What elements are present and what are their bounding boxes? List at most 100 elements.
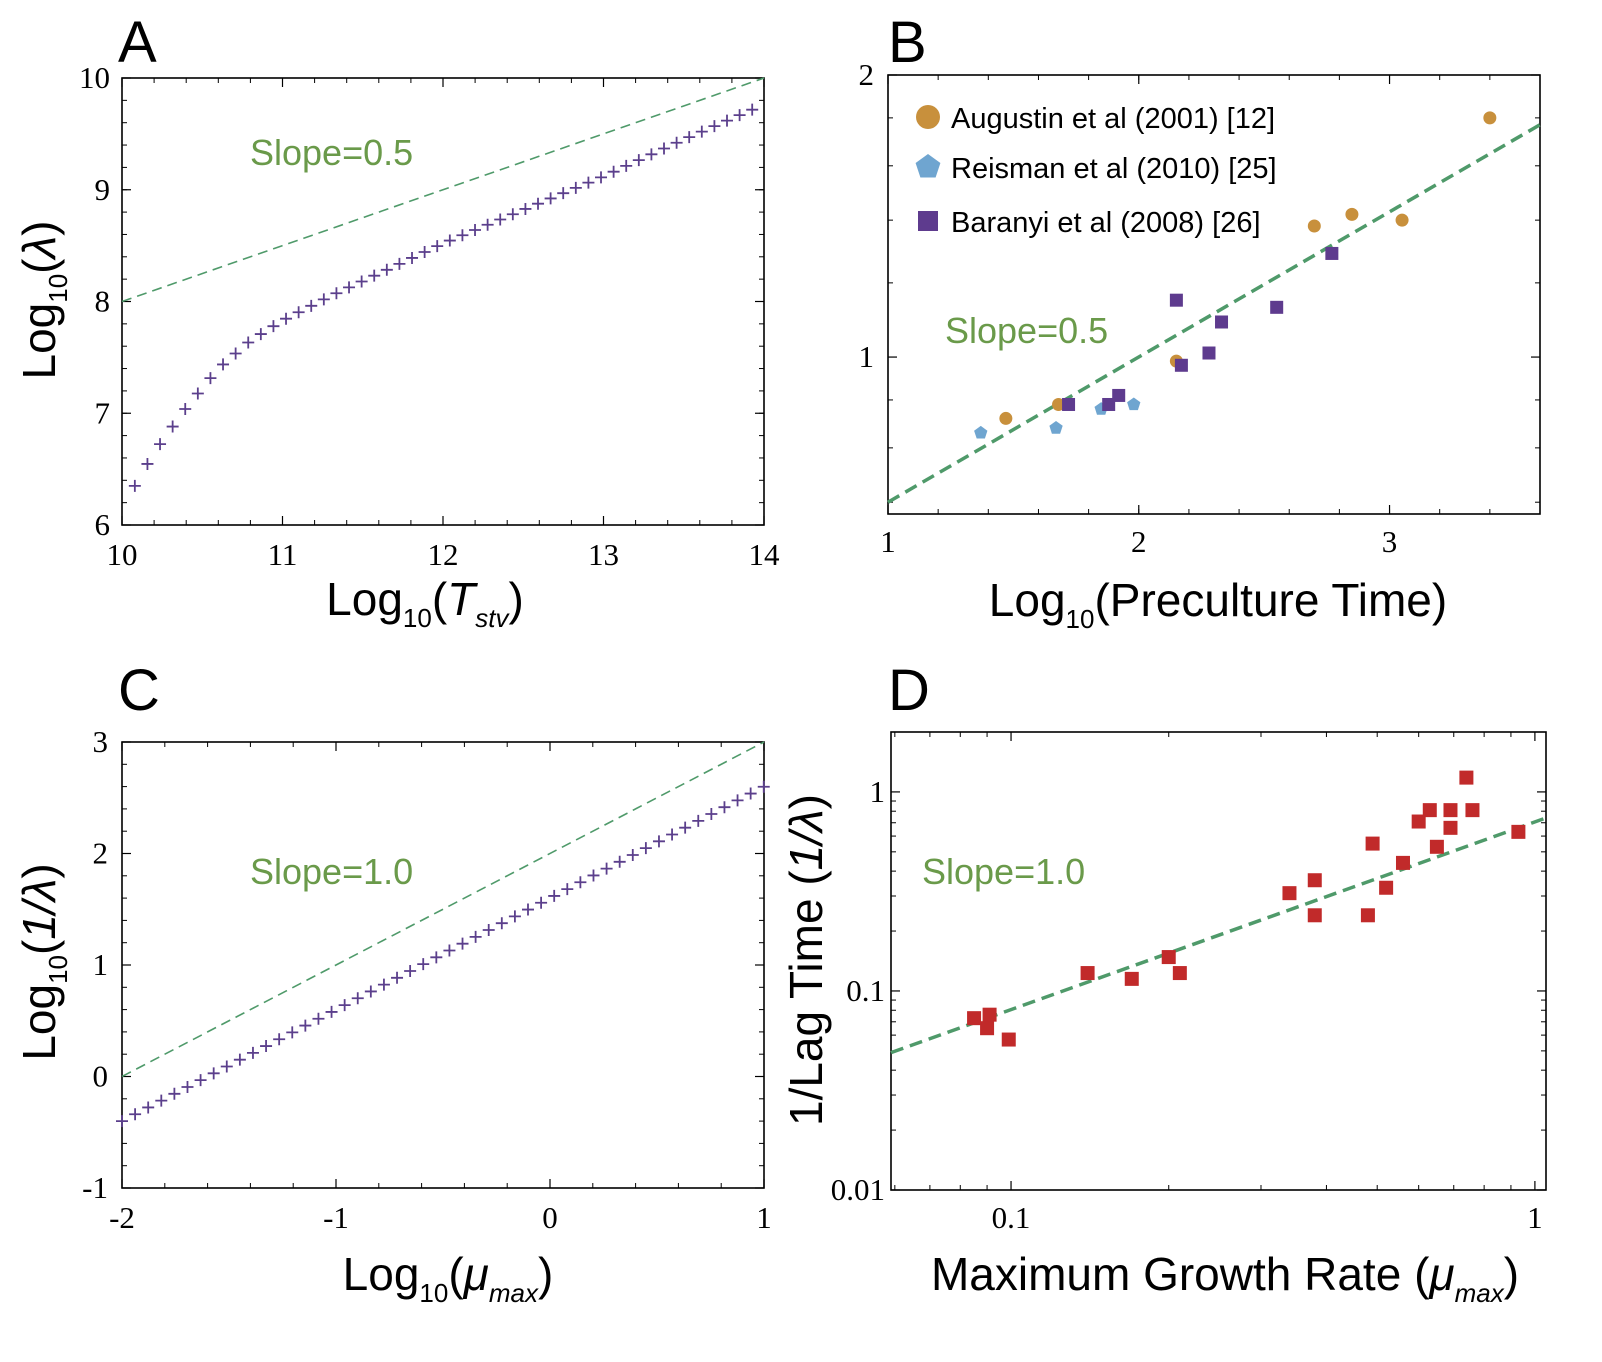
panel-a-model-point	[380, 263, 393, 276]
panel-b-x-label-subscript: 10	[1066, 604, 1095, 634]
panel-d-slope-label: Slope=1.0	[922, 851, 1085, 892]
panel-c-model-point	[522, 903, 535, 916]
panel-a-x-tick-label: 10	[107, 537, 138, 572]
panel-a-model-point	[607, 165, 620, 178]
panel-c-model-point	[652, 835, 665, 848]
panel-a-model-point	[620, 159, 633, 172]
panel-a-x-tick-label: 11	[268, 537, 298, 572]
panel-c-model-point	[312, 1012, 325, 1025]
panel-a-model-point	[746, 103, 759, 116]
panel-d-data-point	[1161, 950, 1176, 965]
panel-a-model-point	[582, 176, 595, 189]
panel-b-letter: B	[888, 10, 927, 75]
panel-c-model-point	[469, 930, 482, 943]
panel-a: A 10 11 12 13 14678910Slope=0.5Log10(Tstv)Lo…	[13, 10, 780, 633]
panel-c-x-label-var-sub: max	[489, 1278, 539, 1308]
panel-c-model-point	[679, 821, 692, 834]
panel-c-reference-line	[121, 741, 765, 1078]
panel-c-model-point	[626, 848, 639, 861]
panel-c-model-point	[718, 801, 731, 814]
panel-d-data-point	[1443, 803, 1458, 818]
panel-c-model-point	[404, 964, 417, 977]
panel-c-model-point	[417, 958, 430, 971]
panel-c-model-point	[430, 951, 443, 964]
panel-c-model-point	[757, 780, 770, 793]
panel-b-baranyi-point	[1174, 358, 1188, 372]
panel-a-x-label-text: Log	[326, 573, 403, 625]
panel-c-model-point	[574, 876, 587, 889]
panel-a-model-point	[481, 218, 494, 231]
panel-d-x-label: Maximum Growth Rate (μmax)	[931, 1248, 1519, 1308]
panel-c-model-point	[587, 869, 600, 882]
panel-a-reference-line	[121, 77, 765, 303]
legend-label-circle: Augustin et al (2001) [12]	[951, 103, 1275, 135]
panel-d-data-point	[1465, 803, 1480, 818]
panel-c-model-point	[561, 883, 574, 896]
panel-c-model-point	[273, 1033, 286, 1046]
panel-c-x-label-subscript: 10	[419, 1278, 448, 1308]
panel-c-model-point	[246, 1046, 259, 1059]
panel-a-x-label-open: (	[432, 573, 448, 625]
panel-b-augustin-point	[1483, 111, 1497, 125]
panel-b-y-tick-label: 1	[859, 339, 875, 374]
panel-d-data-point	[1459, 770, 1474, 785]
panel-b-baranyi-point	[1215, 315, 1229, 329]
panel-c-slope-label: Slope=1.0	[250, 851, 413, 892]
panel-a-model-point	[670, 136, 683, 149]
panel-d-data-point	[1307, 873, 1322, 888]
panel-c-letter: C	[118, 658, 160, 723]
panel-d-data-point	[1443, 820, 1458, 835]
panel-a-model-point	[204, 372, 217, 385]
panel-d-data-point	[967, 1011, 982, 1026]
panel-a-model-point	[393, 257, 406, 270]
panel-a-model-point	[632, 154, 645, 167]
panel-d-fit-line	[890, 816, 1547, 1055]
panel-c-model-point	[233, 1053, 246, 1066]
panel-a-model-point	[179, 403, 192, 416]
panel-c-model-point	[443, 944, 456, 957]
panel-c-y-label-subscript: 10	[43, 955, 73, 984]
panel-d-data-point	[982, 1007, 997, 1022]
panel-d-y-label: 1/Lag Time (1/λ)	[780, 794, 832, 1126]
panel-a-model-point	[355, 275, 368, 288]
panel-d-y-tick-label: 0.1	[846, 973, 885, 1008]
panel-c-model-point	[299, 1019, 312, 1032]
panel-a-letter: A	[118, 10, 157, 75]
panel-a-model-point	[191, 387, 204, 400]
panel-b-baranyi-point	[1169, 293, 1183, 307]
panel-d-data-point	[1282, 886, 1297, 901]
panel-a-x-label-var-sub: stv	[475, 603, 510, 633]
panel-c-model-point	[666, 828, 679, 841]
panel-a-y-label-open: (	[13, 258, 65, 274]
panel-d-data-point	[1411, 814, 1426, 829]
panel-c-model-point	[495, 917, 508, 930]
panel-d-data-point	[1307, 908, 1322, 923]
panel-c-x-tick-label: 0	[542, 1200, 558, 1235]
panel-b-baranyi-point	[1202, 346, 1216, 360]
panel-c-model-point	[351, 992, 364, 1005]
panel-a-model-point	[443, 234, 456, 247]
legend-label-pentagon: Reisman et al (2010) [25]	[951, 153, 1277, 185]
panel-d-letter: D	[888, 658, 930, 723]
panel-c-model-point	[613, 855, 626, 868]
panel-b-x-label: Log10(Preculture Time)	[989, 574, 1447, 634]
panel-c-y-tick-label: 3	[93, 724, 109, 759]
panel-b-frame	[887, 74, 1541, 515]
panel-a-y-label-var: λ	[13, 236, 65, 262]
panel-c-model-point	[286, 1026, 299, 1039]
panel-c-x-label-close: )	[538, 1248, 553, 1300]
panel-c-model-point	[142, 1101, 155, 1114]
panel-a-model-point	[280, 312, 293, 325]
panel-b-x-tick-label: 1	[880, 524, 896, 559]
panel-a-model-point	[267, 320, 280, 333]
panel-a-model-point	[406, 251, 419, 264]
panel-c-model-point	[155, 1094, 168, 1107]
panel-c-model-point	[692, 814, 705, 827]
panel-d-frame	[890, 731, 1547, 1191]
panel-a-y-tick-label: 7	[95, 395, 111, 430]
panel-a-y-label-close: )	[13, 221, 65, 236]
panel-b-slope-label: Slope=0.5	[945, 310, 1108, 351]
panel-a-model-point	[431, 240, 444, 253]
panel-a-model-point	[141, 457, 154, 470]
panel-d-y-tick-label: 0.01	[831, 1172, 885, 1207]
